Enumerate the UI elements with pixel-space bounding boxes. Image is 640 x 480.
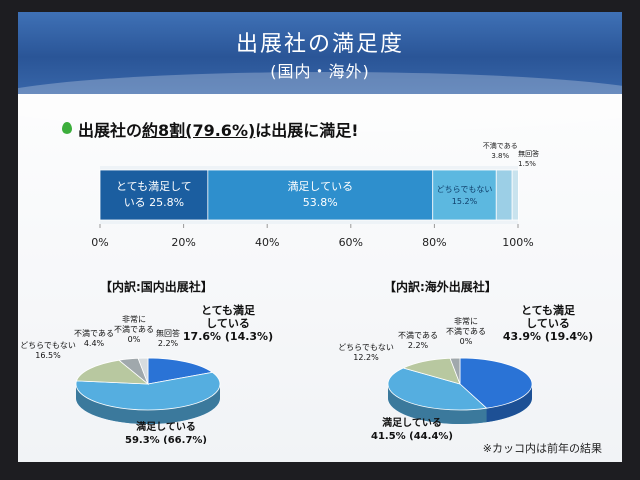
headline: 出展社の約8割(79.6%)は出展に満足!	[58, 117, 359, 141]
x-tick-label-3: 60%	[339, 236, 363, 249]
headline-suffix: は出展に満足!	[255, 121, 359, 140]
bar-label-1-line2: 53.8%	[303, 196, 338, 209]
pie-slice-satisfied	[387, 367, 488, 411]
pie-label-neutral-line2: 12.2%	[353, 353, 379, 362]
bar-label-4-line2: 1.5%	[518, 160, 536, 168]
pie-label-very_dissatisfied-line3: 0%	[460, 337, 473, 346]
pie-slice-very_satisfied	[147, 357, 214, 385]
x-tick-label-2: 40%	[255, 236, 279, 249]
overseas-pie-title: 【内訳:海外出展社】	[384, 280, 497, 294]
slide: 出展社の満足度 (国内・海外) 出展社の約8割(79.6%)は出展に満足! とて…	[18, 12, 622, 462]
pie-label-very_dissatisfied-line1: 非常に	[122, 314, 146, 324]
slide-subtitle: (国内・海外)	[270, 62, 370, 81]
pie-label-very_satisfied-line2: している	[526, 317, 570, 330]
bar-segment-1	[207, 169, 434, 221]
bar-label-4-line1: 無回答	[518, 149, 539, 158]
bar-label-3-line1: 不満である	[483, 142, 518, 150]
pie-label-dissatisfied-line2: 2.2%	[408, 341, 429, 350]
headline-prefix: 出展社の	[78, 121, 143, 140]
bar-segment-4	[511, 169, 519, 221]
pie-label-very_satisfied-line3: 17.6% (14.3%)	[183, 330, 273, 343]
pie-label-dissatisfied-line1: 不満である	[74, 329, 114, 338]
pie-side-satisfied	[388, 384, 487, 424]
pie-label-no_answer-line2: 2.2%	[158, 339, 179, 348]
bar-label-0-line1: とても満足して	[116, 180, 192, 193]
domestic-pie-title: 【内訳:国内出展社】	[100, 280, 213, 294]
headline-underlined: 約8割(79.6%)	[142, 121, 256, 140]
x-tick-label-1: 20%	[171, 236, 195, 249]
bar-label-2-line1: どちらでもない	[437, 185, 493, 194]
x-tick-label-5: 100%	[502, 236, 533, 249]
pie-slice-no_answer	[137, 357, 149, 385]
pie-label-neutral-line2: 16.5%	[35, 351, 61, 360]
x-tick-label-4: 80%	[422, 236, 446, 249]
pie-label-very_dissatisfied-line3: 0%	[128, 335, 141, 344]
pie-slice-neutral	[75, 359, 150, 385]
pie-label-very_dissatisfied-line2: 不満である	[446, 327, 486, 336]
pie-label-very_satisfied-line1: とても満足	[201, 303, 256, 317]
pie-label-very_dissatisfied-line1: 非常に	[454, 316, 478, 326]
pie-label-satisfied-line1: 満足している	[382, 416, 442, 429]
pie-label-very_dissatisfied-line2: 不満である	[114, 325, 154, 334]
pie-slice-dissatisfied	[449, 357, 461, 385]
banner-swoosh	[18, 72, 622, 132]
pie-side-satisfied	[76, 384, 220, 424]
pie-slice-satisfied	[75, 371, 221, 411]
bar-label-1-line1: 満足している	[287, 180, 353, 193]
bar-label-2-line2: 15.2%	[452, 197, 478, 206]
pie-label-very_satisfied-line1: とても満足	[521, 303, 576, 317]
pie-label-neutral-line1: どちらでもない	[338, 343, 394, 352]
x-tick-label-0: 0%	[91, 236, 108, 249]
pie-label-satisfied-line2: 41.5% (44.4%)	[371, 431, 453, 442]
title-banner: 出展社の満足度 (国内・海外)	[18, 12, 622, 132]
bar-segment-3	[495, 169, 513, 221]
slide-title: 出展社の満足度	[235, 32, 404, 57]
pie-label-very_satisfied-line2: している	[206, 317, 250, 330]
bar-segment-2	[432, 169, 497, 221]
pie-slice-very_satisfied	[459, 357, 533, 409]
pie-label-dissatisfied-line1: 不満である	[398, 331, 438, 340]
pie-label-neutral-line1: どちらでもない	[20, 341, 76, 350]
bar-label-0-line2: いる 25.8%	[124, 196, 184, 209]
pie-label-satisfied-line2: 59.3% (66.7%)	[125, 435, 207, 444]
pie-label-dissatisfied-line2: 4.4%	[84, 339, 105, 348]
pie-label-no_answer-line1: 無回答	[156, 328, 180, 338]
green-drop-icon	[62, 122, 72, 134]
pie-label-very_satisfied-line3: 43.9% (19.4%)	[503, 330, 593, 343]
pie-label-satisfied-line1: 満足している	[136, 420, 196, 433]
footnote: ※カッコ内は前年の結果	[482, 442, 602, 455]
bar-label-3-line2: 3.8%	[491, 152, 509, 160]
bar-segment-0	[99, 169, 209, 221]
